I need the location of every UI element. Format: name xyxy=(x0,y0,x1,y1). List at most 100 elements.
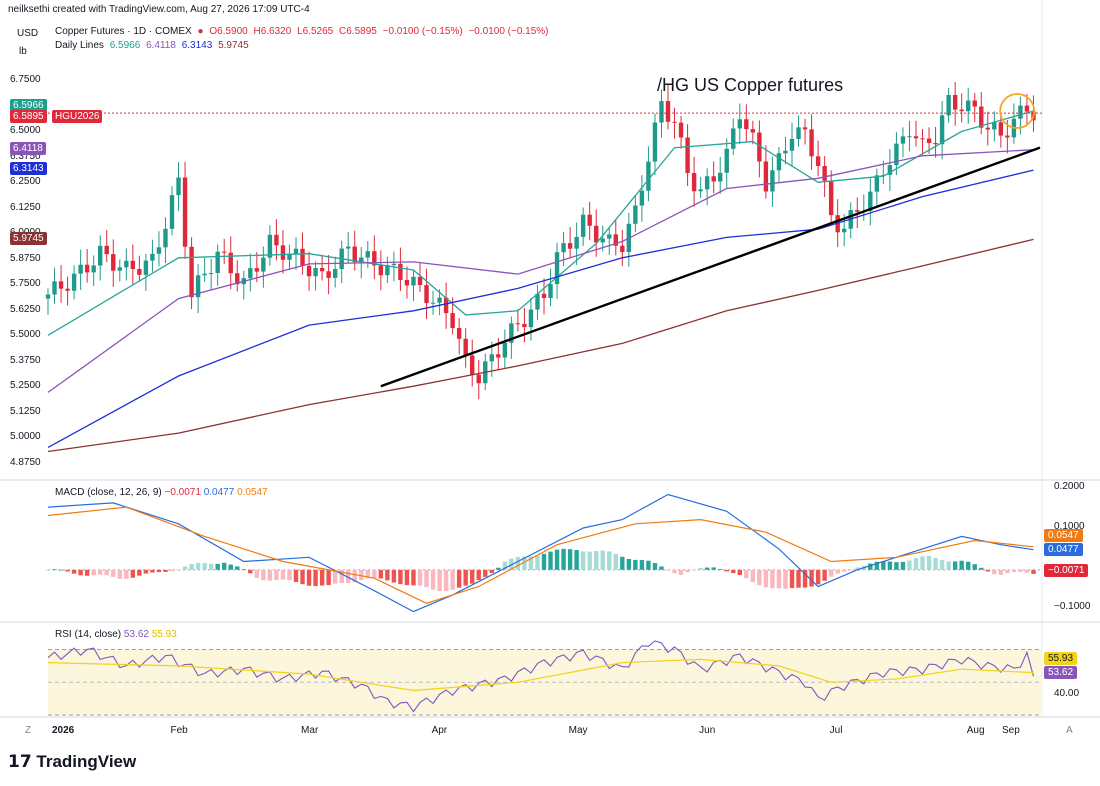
candle-body xyxy=(842,228,847,233)
macd-hist-bar xyxy=(620,556,625,570)
auto-scale-button[interactable]: A xyxy=(1066,725,1073,736)
price-axis-label: 6.3750 xyxy=(10,150,41,162)
macd-hist-bar xyxy=(587,551,592,570)
candle-body xyxy=(111,254,116,271)
candle-body xyxy=(1018,105,1023,119)
macd-hist-bar xyxy=(98,569,103,575)
candle-body xyxy=(169,195,175,229)
macd-hist-bar xyxy=(319,569,325,586)
candle-body xyxy=(443,297,449,314)
macd-tag: 0.0477 xyxy=(1044,543,1083,556)
candle-body xyxy=(718,172,723,182)
macd-axis-label: −0.1000 xyxy=(1054,601,1091,612)
ticker-tag: HGU2026 xyxy=(52,110,103,124)
ohlc-change-2: −0.0100 (−0.15%) xyxy=(468,26,549,37)
macd-hist-bar xyxy=(548,551,553,570)
rsi-ma-value: 55.93 xyxy=(151,629,177,640)
rsi-legend[interactable]: RSI (14, close) 53.62 55.93 xyxy=(55,629,177,640)
currency-label[interactable]: USD xyxy=(17,28,39,39)
candle-body xyxy=(894,143,899,166)
candle-body xyxy=(881,174,886,176)
macd-hist-bar xyxy=(195,562,201,570)
candle-body xyxy=(411,276,416,286)
chart-header: neilksethi created with TradingView.com,… xyxy=(0,0,1100,60)
macd-hist-bar xyxy=(502,561,508,570)
candle-body xyxy=(979,106,984,128)
time-axis-label: Jul xyxy=(829,725,843,736)
time-axis-label: Jun xyxy=(699,725,716,736)
macd-hist-bar xyxy=(1018,569,1023,572)
candle-body xyxy=(117,267,122,271)
macd-hist-bar xyxy=(437,569,442,592)
macd-hist-bar xyxy=(300,569,305,585)
macd-legend[interactable]: MACD (close, 12, 26, 9) −0.0071 0.0477 0… xyxy=(55,487,268,498)
macd-label: MACD (close, 12, 26, 9) xyxy=(55,487,162,498)
candle-body xyxy=(326,271,331,278)
macd-hist-bar xyxy=(182,566,188,570)
daily-lines-label: Daily Lines xyxy=(55,40,104,51)
candle-body xyxy=(757,132,762,162)
macd-hist-bar xyxy=(378,569,384,579)
macd-hist-bar xyxy=(163,569,168,572)
candle-body xyxy=(404,279,410,286)
macd-hist-bar xyxy=(796,569,801,588)
macd-hist-bar xyxy=(91,569,96,576)
candle-body xyxy=(633,205,638,224)
tradingview-logo[interactable]: 17 TradingView xyxy=(8,752,136,772)
macd-hist-bar xyxy=(267,569,273,581)
macd-hist-bar xyxy=(496,567,501,570)
macd-hist-bar xyxy=(750,569,756,583)
macd-hist-bar xyxy=(404,569,410,586)
timezone-button[interactable]: Z xyxy=(25,725,32,736)
ohlc-high: H6.6320 xyxy=(253,26,292,37)
candle-body xyxy=(430,302,436,304)
macd-hist-bar xyxy=(228,564,233,570)
macd-hist-bar xyxy=(979,567,984,570)
macd-hist-bar xyxy=(352,569,357,583)
macd-hist-bar xyxy=(992,569,997,575)
daily-lines-legend[interactable]: Daily Lines 6.5966 6.4118 6.3143 5.9745 xyxy=(55,40,252,51)
candle-body xyxy=(783,150,788,154)
macd-hist-bar xyxy=(874,561,880,570)
candle-body xyxy=(574,236,579,249)
candle-body xyxy=(815,156,821,167)
macd-hist-bar xyxy=(176,569,181,571)
candle-body xyxy=(750,129,756,133)
candle-body xyxy=(372,251,377,266)
rsi-ma-line xyxy=(47,658,1034,692)
macd-hist-bar xyxy=(842,569,847,572)
candle-body xyxy=(567,243,573,249)
daily-line-value: 6.3143 xyxy=(181,40,213,51)
candle-body xyxy=(541,293,547,299)
candle-body xyxy=(731,128,736,149)
unit-label[interactable]: lb xyxy=(19,46,27,57)
macd-hist-bar xyxy=(254,569,260,578)
symbol-legend[interactable]: Copper Futures · 1D · COMEX ● O6.5900 H6… xyxy=(55,26,552,37)
macd-hist-bar xyxy=(848,569,853,571)
candle-body xyxy=(98,245,103,266)
candle-body xyxy=(424,285,429,304)
macd-hist-bar xyxy=(685,569,690,573)
macd-hist-bar xyxy=(815,569,821,585)
macd-hist-bar xyxy=(574,549,579,570)
candle-body xyxy=(580,214,586,237)
price-tag: 6.5966 xyxy=(10,98,47,112)
macd-hist-bar xyxy=(789,569,795,589)
candle-body xyxy=(698,189,703,192)
candle-body xyxy=(822,166,827,181)
candle-body xyxy=(652,122,658,162)
macd-hist-bar xyxy=(691,569,697,571)
candle-body xyxy=(939,115,945,145)
candle-body xyxy=(254,268,260,272)
macd-hist-bar xyxy=(71,569,77,574)
macd-hist-bar xyxy=(124,569,129,579)
candle-body xyxy=(450,313,455,329)
macd-hist-bar xyxy=(417,569,423,586)
candle-body xyxy=(437,297,442,303)
candle-body xyxy=(907,136,912,138)
candle-body xyxy=(607,234,612,239)
price-tag: 6.4118 xyxy=(10,142,46,156)
macd-hist-bar xyxy=(835,569,840,574)
candle-body xyxy=(470,355,475,375)
